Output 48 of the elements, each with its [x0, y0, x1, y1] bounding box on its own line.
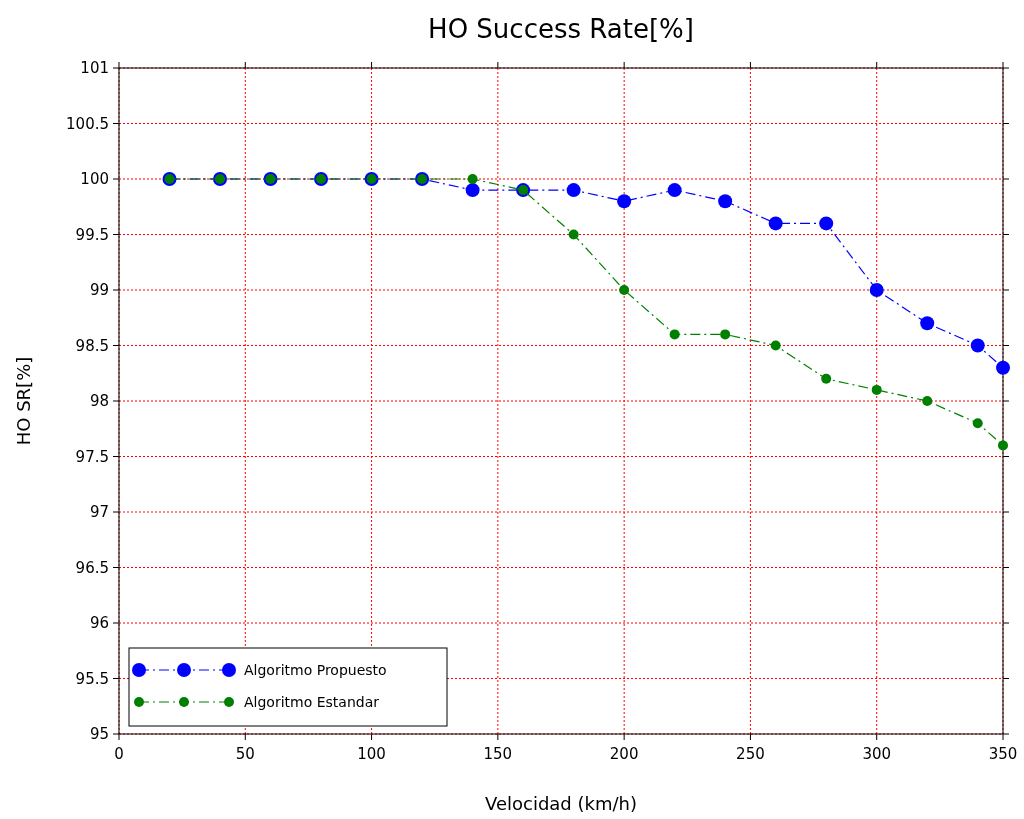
legend-label: Algoritmo Estandar	[244, 693, 380, 710]
y-tick-label: 98	[89, 392, 109, 411]
y-tick-label: 97.5	[75, 447, 109, 466]
x-tick-label: 300	[862, 745, 892, 763]
point	[619, 285, 630, 295]
point	[970, 338, 985, 353]
point	[920, 316, 935, 331]
point	[972, 418, 983, 429]
x-tick-label: 0	[114, 745, 124, 763]
y-tick-label: 101	[80, 59, 109, 78]
legend-label: Algoritmo Propuesto	[244, 661, 387, 678]
y-tick-label: 96.5	[75, 558, 109, 577]
y-tick-label: 98.5	[75, 336, 109, 355]
y-tick-label: 100	[80, 170, 109, 189]
y-tick-label: 99.5	[75, 225, 109, 244]
point	[996, 360, 1010, 375]
point	[922, 396, 933, 406]
point	[720, 329, 731, 340]
point	[770, 340, 781, 351]
point	[869, 283, 884, 297]
point	[718, 194, 733, 209]
y-tick-label: 99	[89, 281, 109, 300]
y-tick-label: 100.5	[66, 114, 109, 133]
point	[667, 183, 682, 198]
x-tick-label: 250	[736, 745, 765, 763]
point	[467, 174, 478, 184]
point	[617, 194, 632, 209]
y-tick-label: 95	[89, 725, 109, 744]
y-tick-label: 95.5	[75, 669, 109, 688]
point	[821, 373, 832, 384]
x-tick-label: 350	[988, 745, 1018, 763]
point	[819, 216, 834, 231]
point	[568, 229, 579, 240]
point	[871, 384, 882, 395]
point	[768, 216, 783, 231]
x-tick-label: 200	[609, 745, 639, 763]
point	[465, 183, 480, 198]
y-tick-label: 97	[89, 503, 109, 522]
x-tick-label: 100	[357, 745, 386, 763]
point	[998, 440, 1008, 451]
point	[669, 329, 680, 340]
y-axis-title: HO SR[%]	[13, 356, 34, 446]
y-tick-label: 96	[89, 614, 109, 633]
x-tick-label: 150	[483, 745, 513, 763]
x-axis-title: Velocidad (km/h)	[485, 793, 637, 814]
x-tick-label: 50	[235, 745, 255, 763]
chart-title: HO Success Rate[%]	[428, 14, 694, 44]
point	[566, 183, 581, 198]
